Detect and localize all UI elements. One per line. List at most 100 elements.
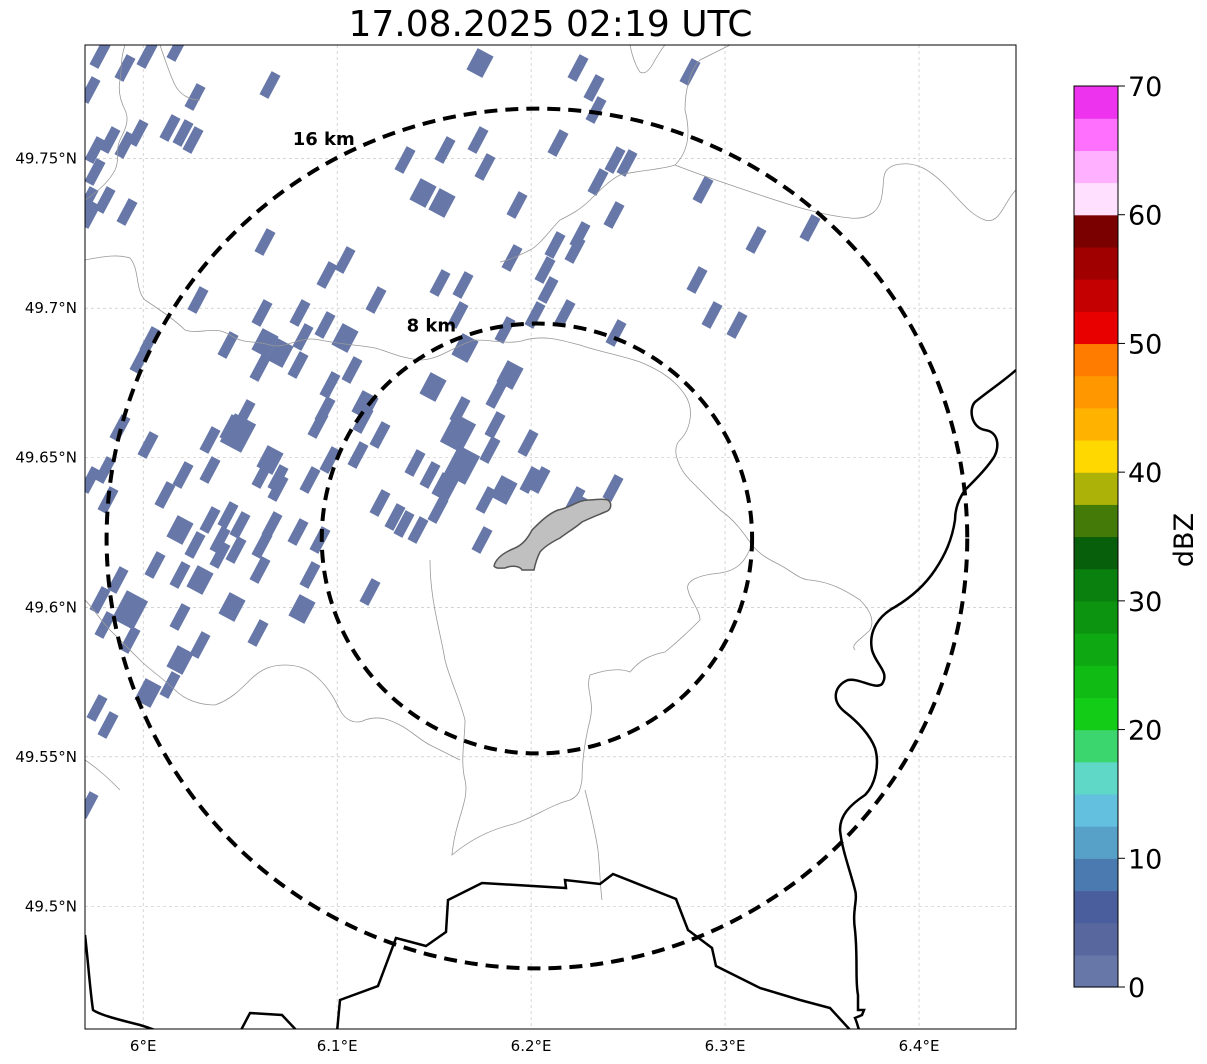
internal-boundary [159, 45, 666, 101]
country-border [336, 872, 851, 1029]
range-ring [319, 321, 755, 756]
colorbar-segment [1074, 890, 1118, 924]
colorbar-segment [1074, 665, 1118, 698]
echo-cell [89, 45, 111, 69]
echo-cell [443, 445, 481, 485]
dbz-colorbar: 0 10 20 30 40 50 60 70 dBZ [1073, 72, 1200, 1004]
echo-cell [109, 414, 131, 442]
echo-cell [602, 474, 624, 502]
echo-cell [564, 236, 586, 264]
echo-cell [292, 323, 314, 351]
echo-cell [547, 129, 569, 157]
colorbar-segment [1074, 954, 1118, 988]
colorbar-tick-label: 50 [1128, 329, 1162, 360]
colorbar-segment [1074, 246, 1118, 280]
echo-cell [407, 516, 429, 544]
lon-tick-label: 6°E [130, 1037, 157, 1055]
echo-cell [490, 475, 518, 505]
echo-cell [261, 511, 283, 539]
echo-cell [251, 461, 273, 489]
echo-cell [85, 136, 106, 164]
echo-cell [384, 503, 406, 531]
echo-cell [85, 466, 101, 494]
echo-cell [209, 541, 231, 569]
colorbar-segment [1074, 375, 1118, 409]
colorbar-segment [1074, 858, 1118, 892]
echo-cell [314, 396, 336, 424]
range-ring-label: 8 km [407, 315, 457, 336]
colorbar-segment [1074, 118, 1118, 151]
echo-cell [692, 176, 714, 204]
colorbar-unit-label: dBZ [1169, 513, 1200, 567]
echo-cell [154, 481, 176, 509]
echo-cell [316, 261, 338, 289]
echo-cell [217, 331, 239, 359]
echo-cell [159, 114, 181, 142]
echo-cell [111, 590, 149, 630]
colorbar-segment [1074, 697, 1118, 731]
echo-cell [107, 566, 129, 594]
colorbar-segment [1074, 600, 1118, 634]
echo-cell [85, 186, 99, 214]
lon-tick-label: 6.1°E [317, 1037, 358, 1055]
echo-cell [529, 466, 551, 494]
echo-cell [187, 286, 209, 314]
echo-cell [259, 71, 281, 99]
echo-cell [369, 489, 391, 517]
echo-cell [247, 619, 269, 647]
echo-cell [587, 168, 609, 196]
echo-cell [199, 456, 221, 484]
shaded-polygon [493, 498, 612, 571]
echo-cell [517, 429, 539, 457]
echo-cell [251, 328, 279, 358]
echo-cell [116, 198, 138, 226]
echo-cell [475, 486, 497, 514]
echo-cell [234, 399, 256, 427]
echo-cell [799, 214, 821, 242]
echo-cell [419, 372, 447, 402]
echo-cell [85, 158, 106, 186]
lat-tick-label: 49.5°N [25, 897, 77, 915]
lon-tick-label: 6.4°E [899, 1037, 940, 1055]
echo-cell [314, 311, 336, 339]
echo-cell [409, 178, 437, 208]
colorbar-segment [1074, 472, 1118, 505]
range-ring-label: 16 km [293, 129, 355, 150]
lat-tick-label: 49.75°N [15, 150, 77, 168]
colorbar-segment [1074, 793, 1118, 827]
echo-cell [119, 626, 141, 654]
colorbar-segment [1074, 279, 1118, 312]
echo-cell [447, 301, 469, 329]
lat-tick-label: 49.55°N [15, 748, 77, 766]
echo-cell [537, 276, 559, 304]
map-title: 17.08.2025 02:19 UTC [348, 4, 753, 45]
echo-cell [404, 449, 426, 477]
colorbar-segment [1074, 86, 1118, 119]
echo-cell [166, 45, 188, 62]
echo-cell [365, 286, 387, 314]
echo-cell [679, 58, 701, 86]
echo-cell [369, 421, 391, 449]
echo-cell [129, 346, 151, 374]
echo-cell [189, 631, 211, 659]
echo-cell [471, 526, 493, 554]
colorbar-segment [1074, 826, 1118, 859]
echo-cell [172, 119, 194, 147]
echo-cell [254, 228, 276, 256]
echo-cell [137, 431, 159, 459]
echo-cell [169, 603, 191, 631]
echo-cell [184, 83, 206, 111]
echo-cell [439, 413, 477, 453]
graticule [85, 45, 1016, 1029]
echo-cell [585, 96, 607, 124]
colorbar-segment [1074, 633, 1118, 666]
echo-cell [745, 226, 767, 254]
echo-cell [136, 45, 158, 69]
echo-cell [229, 511, 251, 539]
echo-cell [217, 501, 239, 529]
internal-boundary [85, 45, 128, 201]
echo-cell [419, 461, 441, 489]
echo-cell [605, 319, 627, 347]
colorbar-segment [1074, 504, 1118, 538]
echo-cell [393, 510, 415, 538]
